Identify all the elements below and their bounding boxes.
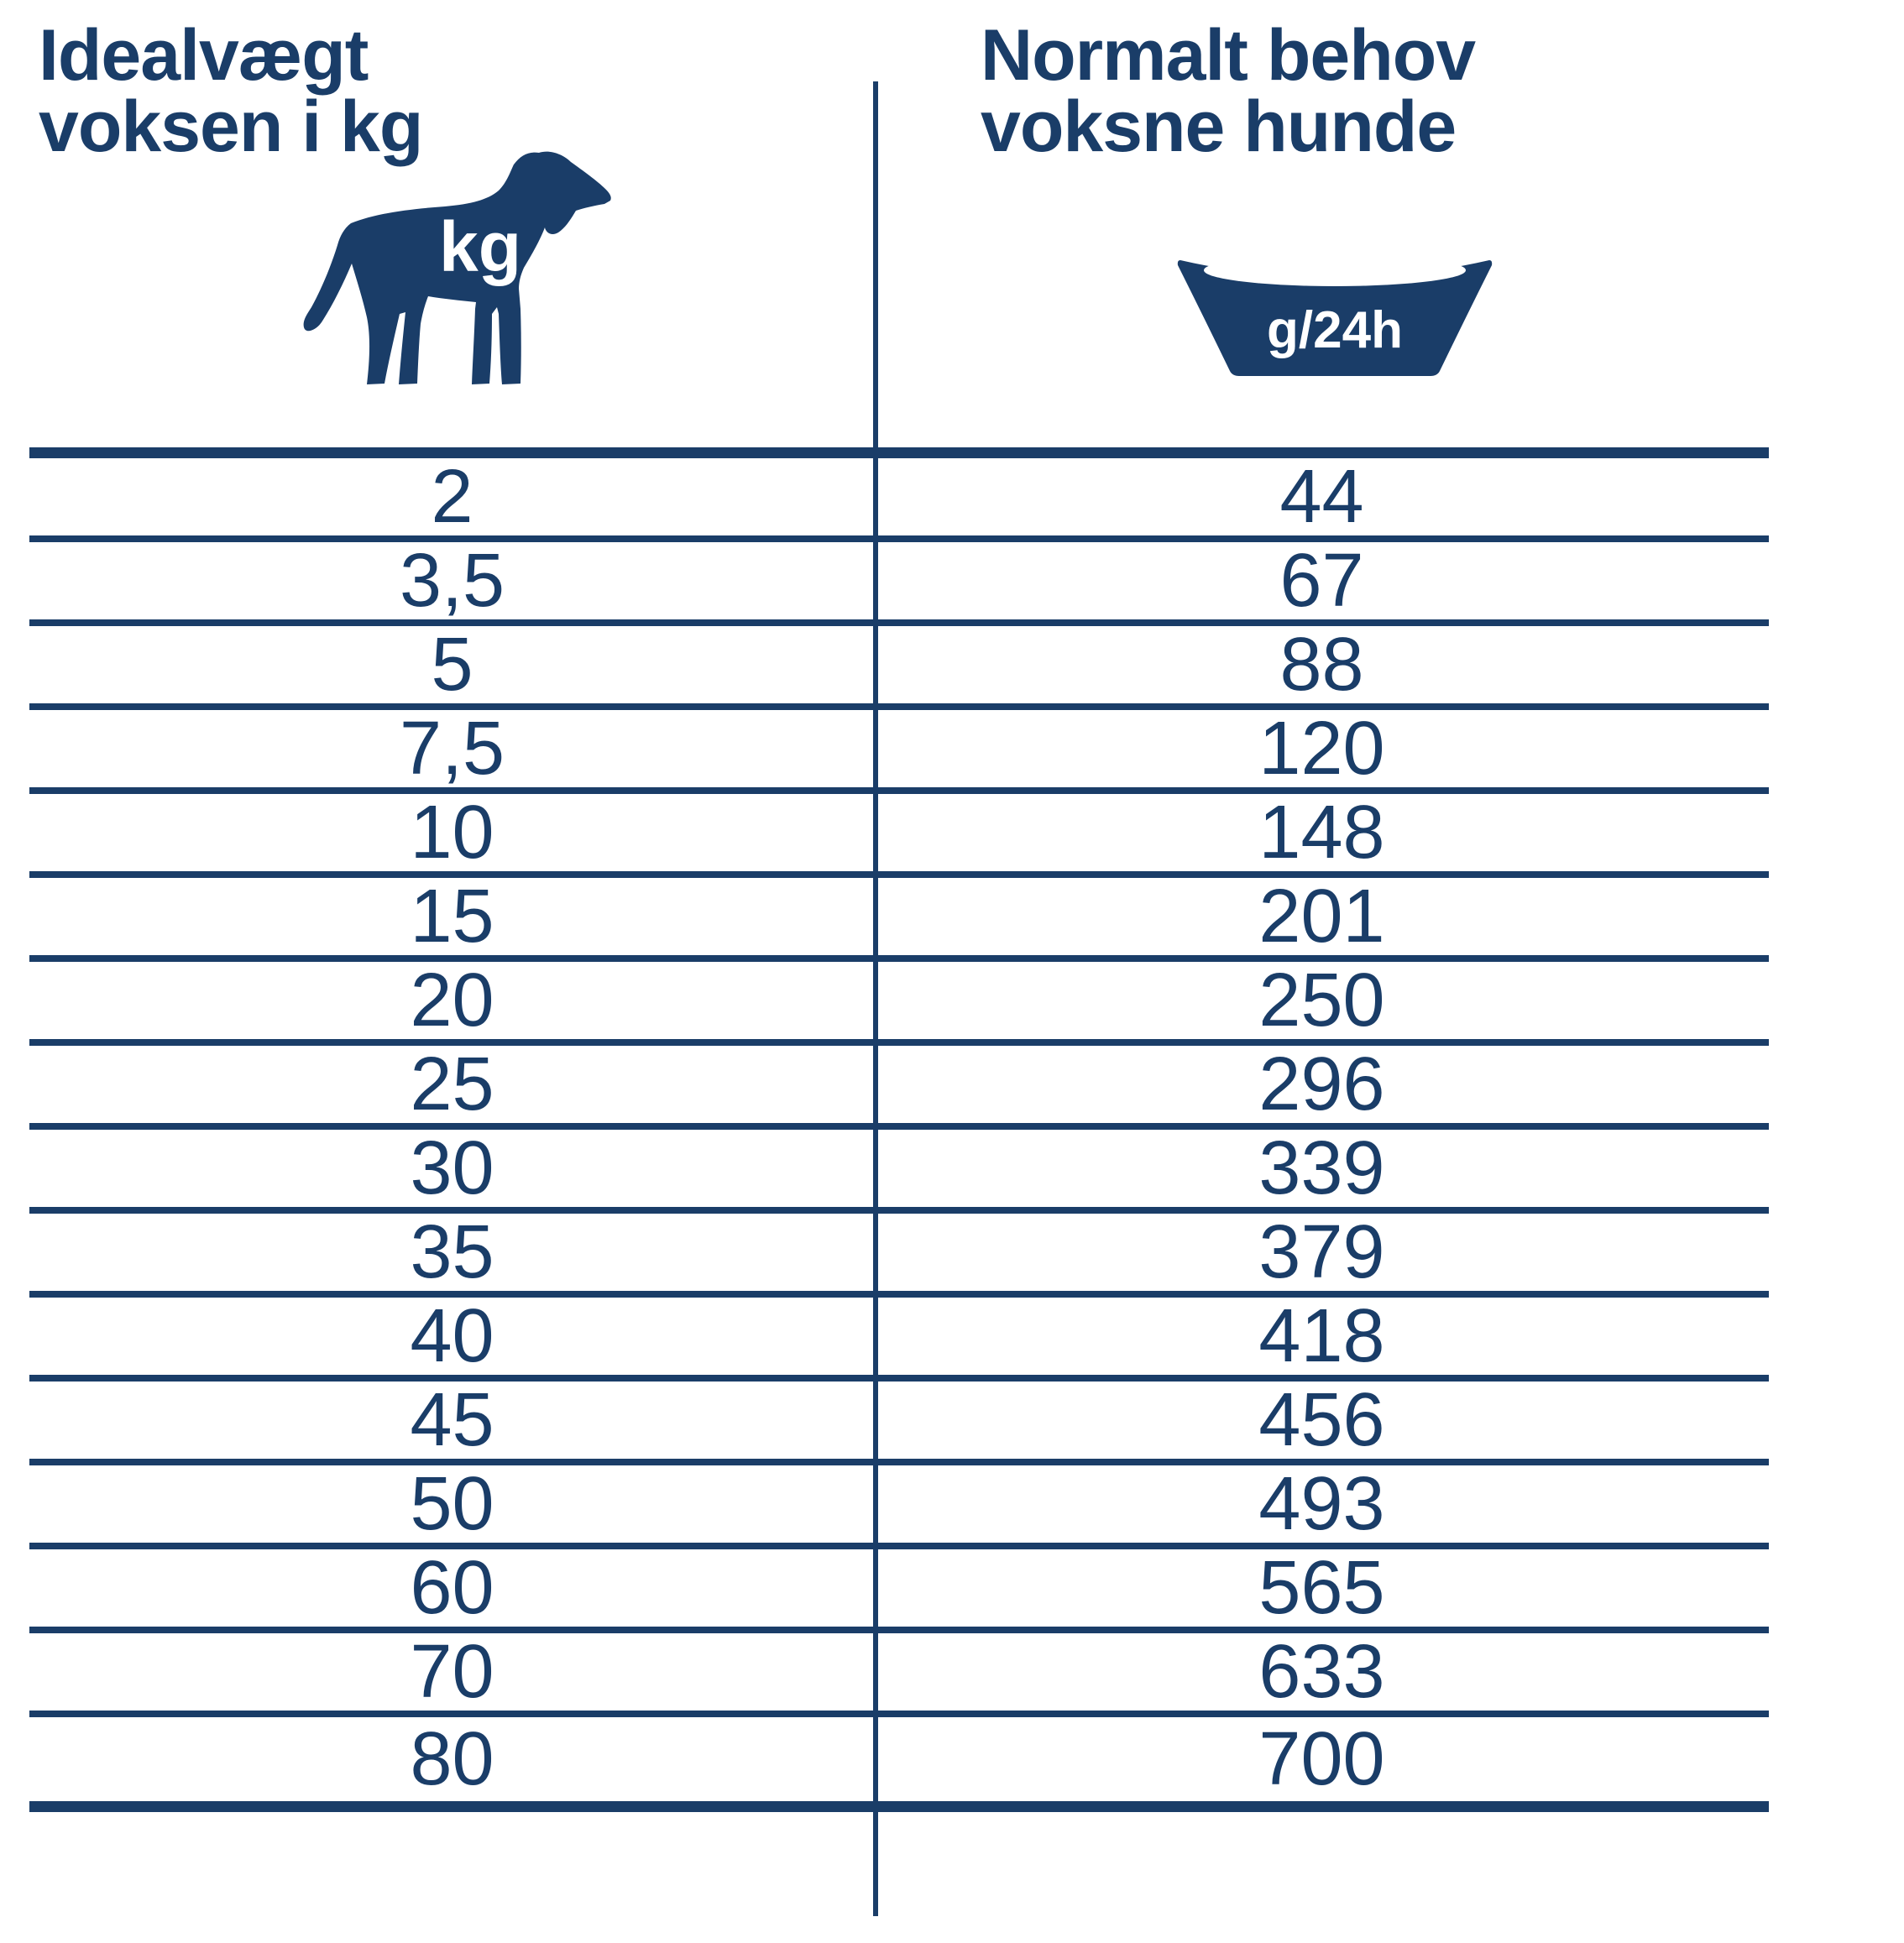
table-row: 70 633 [29,1629,1769,1717]
amount-cell: 456 [1258,1377,1385,1462]
table-row: 30 339 [29,1126,1769,1214]
right-header-line1: Normalt behov [981,15,1476,96]
amount-cell: 418 [1258,1293,1385,1378]
amount-cell: 250 [1258,958,1385,1042]
weight-cell: 20 [410,958,494,1042]
weight-cell: 60 [410,1545,494,1630]
weight-cell: 80 [410,1716,494,1801]
amount-cell: 201 [1258,874,1385,958]
bowl-g24h-label: g/24h [1267,301,1403,359]
amount-cell: 633 [1258,1629,1385,1714]
weight-cell: 10 [410,790,494,875]
weight-cell: 35 [410,1209,494,1294]
table-row: 7,5 120 [29,706,1769,794]
amount-cell: 67 [1279,538,1364,623]
weight-cell: 50 [410,1461,494,1546]
weight-cell: 25 [410,1042,494,1126]
weight-cell: 45 [410,1377,494,1462]
left-header-line1: Idealvægt [39,15,369,96]
weight-cell: 7,5 [399,706,505,791]
table-row: 2 44 [29,454,1769,542]
table-row: 35 379 [29,1209,1769,1298]
amount-cell: 493 [1258,1461,1385,1546]
weight-cell: 70 [410,1629,494,1714]
table-row: 20 250 [29,958,1769,1046]
right-column-header: Normalt behov voksne hunde [981,15,1476,167]
amount-cell: 379 [1258,1209,1385,1294]
table-row: 15 201 [29,874,1769,962]
weight-cell: 5 [431,622,473,707]
amount-cell: 88 [1279,622,1364,707]
amount-cell: 120 [1258,706,1385,791]
weight-cell: 40 [410,1293,494,1378]
amount-cell: 296 [1258,1042,1385,1126]
left-header-line2: voksen i kg [39,86,423,167]
weight-cell: 2 [431,454,473,539]
column-divider-line [873,81,878,1916]
weight-cell: 3,5 [399,538,505,623]
weight-cell: 15 [410,874,494,958]
amount-cell: 700 [1258,1716,1385,1801]
table-row: 80 700 [29,1717,1769,1801]
table-row: 60 565 [29,1545,1769,1633]
table-row: 45 456 [29,1377,1769,1465]
table-row: 40 418 [29,1293,1769,1382]
amount-cell: 148 [1258,790,1385,875]
table-row: 5 88 [29,622,1769,710]
right-header-line2: voksne hunde [981,86,1457,167]
weight-cell: 30 [410,1126,494,1210]
dog-icon: kg [301,148,626,400]
amount-cell: 339 [1258,1126,1385,1210]
table-row: 50 493 [29,1461,1769,1549]
table-row: 3,5 67 [29,538,1769,626]
amount-cell: 565 [1258,1545,1385,1630]
table-row: 25 296 [29,1042,1769,1130]
amount-cell: 44 [1279,454,1364,539]
dog-kg-label: kg [439,207,521,286]
bowl-icon: g/24h [1175,250,1494,384]
table-row: 10 148 [29,790,1769,878]
left-column-header: Idealvægt voksen i kg [39,15,423,167]
feeding-table: 2 44 3,5 67 5 88 7,5 120 10 148 15 201 20 250 25 296 30 3… [29,447,1769,1812]
